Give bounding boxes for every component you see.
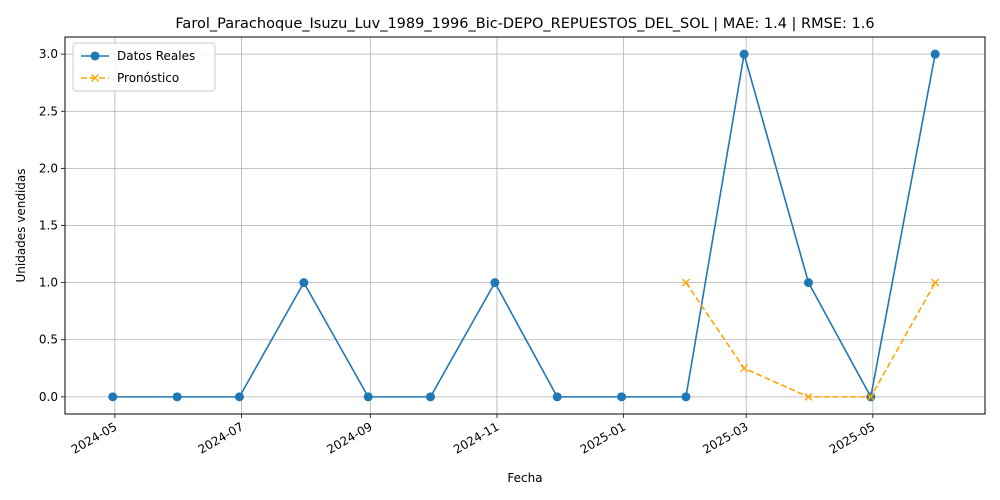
x-axis: 2024-05 2024-07 2024-09 2024-11 2025-01 2025-… bbox=[69, 414, 877, 457]
y-tick-label: 2.5 bbox=[39, 104, 58, 118]
x-tick-label: 2025-05 bbox=[827, 419, 877, 456]
chart-title: Farol_Parachoque_Isuzu_Luv_1989_1996_Bic… bbox=[175, 16, 874, 32]
grid bbox=[65, 37, 985, 414]
data-point bbox=[426, 392, 436, 402]
x-tick-label: 2025-03 bbox=[700, 419, 750, 456]
y-axis-title: Unidades vendidas bbox=[14, 168, 28, 282]
legend-item: Pronóstico bbox=[81, 71, 179, 85]
data-point bbox=[108, 392, 118, 402]
y-tick-label: 3.0 bbox=[39, 47, 58, 61]
legend-label: Pronóstico bbox=[117, 71, 179, 85]
y-tick-label: 1.5 bbox=[39, 219, 58, 233]
x-tick-label: 2024-05 bbox=[69, 419, 119, 456]
legend-box bbox=[72, 42, 216, 92]
y-tick-label: 1.0 bbox=[39, 276, 58, 290]
x-tick-label: 2025-01 bbox=[578, 419, 628, 456]
data-point bbox=[172, 392, 182, 402]
series-1 bbox=[108, 49, 940, 402]
x-axis-title: Fecha bbox=[507, 471, 542, 485]
data-point bbox=[804, 392, 813, 401]
legend: Datos Reales Pronóstico bbox=[72, 42, 216, 92]
data-point bbox=[739, 49, 749, 59]
data-point bbox=[681, 392, 691, 402]
series-2 bbox=[681, 278, 940, 401]
data-point bbox=[552, 392, 562, 402]
legend-item: Datos Reales bbox=[81, 49, 195, 63]
data-point bbox=[866, 392, 875, 401]
y-tick-label: 0.0 bbox=[39, 390, 58, 404]
legend-marker bbox=[91, 74, 99, 82]
y-tick-label: 2.0 bbox=[39, 161, 58, 175]
y-axis: 0.0 0.5 1.0 1.5 2.0 2.5 3.0 bbox=[39, 47, 65, 404]
data-point bbox=[803, 278, 813, 288]
data-point bbox=[930, 49, 940, 59]
data-point bbox=[299, 278, 309, 288]
legend-marker bbox=[90, 51, 100, 61]
data-point bbox=[490, 278, 500, 288]
x-tick-label: 2024-11 bbox=[451, 419, 501, 456]
legend-label: Datos Reales bbox=[117, 49, 195, 63]
data-point bbox=[234, 392, 244, 402]
data-point bbox=[681, 278, 690, 287]
x-tick-label: 2024-09 bbox=[324, 419, 374, 456]
data-point bbox=[740, 364, 749, 373]
series-line bbox=[112, 53, 936, 400]
data-point bbox=[931, 278, 940, 287]
x-tick-label: 2024-07 bbox=[196, 419, 246, 456]
series-layer bbox=[108, 49, 940, 402]
data-point bbox=[617, 392, 627, 402]
y-tick-label: 0.5 bbox=[39, 333, 58, 347]
data-point bbox=[363, 392, 373, 402]
